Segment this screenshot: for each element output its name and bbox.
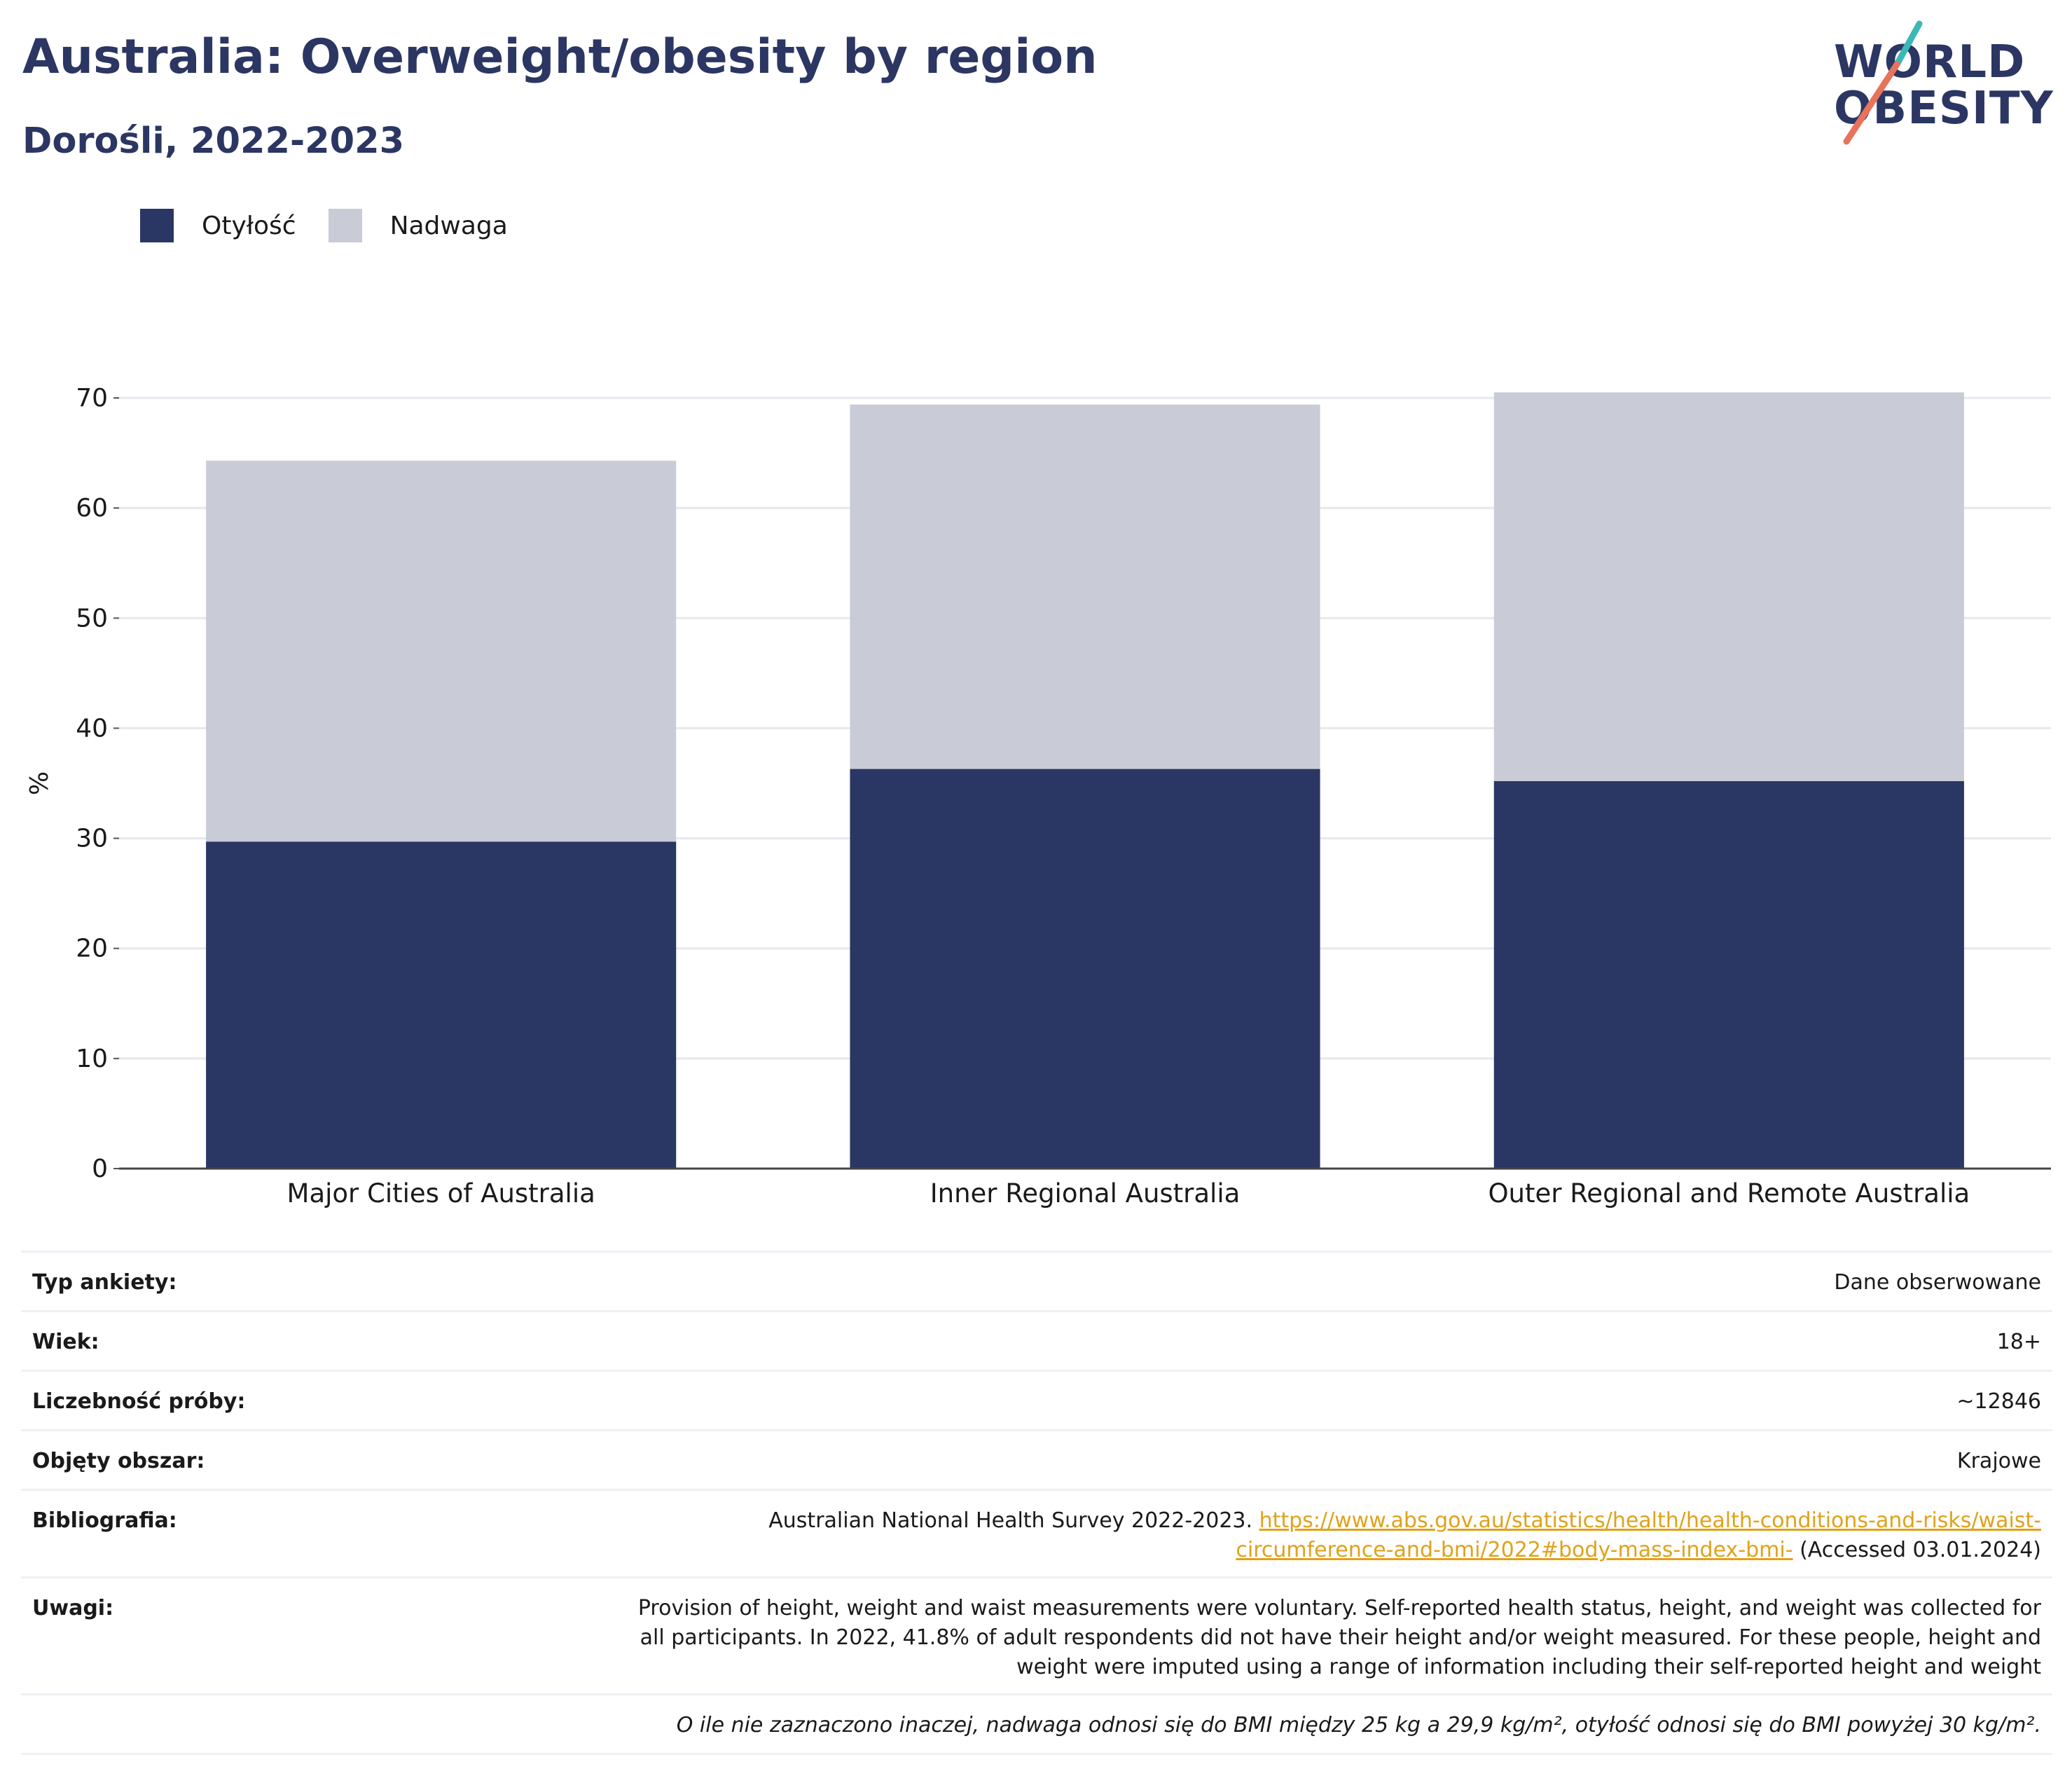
bar-obesity xyxy=(206,841,677,1169)
chart-title: Australia: Overweight/obesity by region xyxy=(22,29,1098,85)
x-category-label: Major Cities of Australia xyxy=(287,1178,595,1209)
bibliography-link-line1[interactable]: https://www.abs.gov.au/statistics/health… xyxy=(1259,1508,2041,1533)
legend-label-obesity: Otyłość xyxy=(202,211,296,240)
sample-size-value: ~12846 xyxy=(1956,1389,2041,1414)
bar-obesity xyxy=(850,769,1320,1169)
y-tick-label: 20 xyxy=(76,935,108,963)
age-value: 18+ xyxy=(1996,1330,2041,1354)
x-category-label: Inner Regional Australia xyxy=(930,1178,1241,1209)
logo-slash-icon xyxy=(1843,20,1923,145)
info-row-bibliography: Bibliografia: Australian National Health… xyxy=(21,1489,2052,1576)
chart-subtitle: Dorośli, 2022-2023 xyxy=(22,121,405,162)
y-tick-label: 70 xyxy=(76,384,108,413)
legend-swatch-overweight xyxy=(328,209,362,242)
legend: Otyłość Nadwaga xyxy=(140,207,540,244)
y-tick-label: 0 xyxy=(92,1155,108,1183)
bibliography-text: Australian National Health Survey 2022-2… xyxy=(768,1508,1253,1533)
survey-type-label: Typ ankiety: xyxy=(32,1270,177,1295)
x-category-label: Outer Regional and Remote Australia xyxy=(1488,1178,1970,1209)
survey-type-value: Dane obserwowane xyxy=(1834,1270,2041,1295)
info-row-area: Objęty obszar: Krajowe xyxy=(21,1429,2052,1489)
y-tick-label: 10 xyxy=(76,1045,108,1073)
logo-text-world: WORLD xyxy=(1834,36,2026,88)
footnote: O ile nie zaznaczono inaczej, nadwaga od… xyxy=(676,1713,2041,1737)
notes-line-1: Provision of height, weight and waist me… xyxy=(637,1596,2041,1620)
y-axis-label: % xyxy=(25,771,54,795)
notes-label: Uwagi: xyxy=(32,1596,114,1620)
bar-chart: 0 10 20 30 40 50 60 70% Major Cities of Australi… xyxy=(25,384,2051,1209)
bar-overweight xyxy=(850,404,1320,769)
info-row-age: Wiek: 18+ xyxy=(21,1310,2052,1370)
y-tick-label: 50 xyxy=(76,604,108,633)
y-tick-label: 40 xyxy=(76,714,108,743)
info-table-bottom-border xyxy=(21,1753,2052,1755)
notes-line-2: all participants. In 2022, 41.8% of adul… xyxy=(640,1625,2041,1650)
bibliography-link-line2[interactable]: circumference-and-bmi/2022#body-mass-ind… xyxy=(1236,1538,1793,1562)
age-label: Wiek: xyxy=(32,1330,99,1354)
info-row-notes: Uwagi: Provision of height, weight and w… xyxy=(21,1576,2052,1693)
bar-overweight xyxy=(206,460,677,842)
bibliography-label: Bibliografia: xyxy=(32,1508,177,1533)
legend-label-overweight: Nadwaga xyxy=(389,211,508,240)
info-row-survey-type: Typ ankiety: Dane obserwowane xyxy=(21,1251,2052,1310)
bar-obesity xyxy=(1493,780,1964,1169)
info-table: Typ ankiety: Dane obserwowane Wiek: 18+ … xyxy=(21,1251,2052,1755)
info-row-footnote: O ile nie zaznaczono inaczej, nadwaga od… xyxy=(21,1693,2052,1753)
area-value: Krajowe xyxy=(1956,1449,2041,1473)
area-label: Objęty obszar: xyxy=(32,1449,205,1473)
sample-size-label: Liczebność próby: xyxy=(32,1389,246,1414)
world-obesity-logo: WORLD OBESITY xyxy=(1821,15,2059,156)
notes-line-3: weight were imputed using a range of inf… xyxy=(1016,1655,2041,1679)
bar-overweight xyxy=(1493,392,1964,781)
info-row-sample-size: Liczebność próby: ~12846 xyxy=(21,1370,2052,1429)
notes-value: Provision of height, weight and waist me… xyxy=(638,1578,2052,1682)
bibliography-value: Australian National Health Survey 2022-2… xyxy=(768,1491,2052,1565)
legend-swatch-obesity xyxy=(140,209,174,242)
legend-item-obesity[interactable]: Otyłość xyxy=(140,209,296,242)
legend-item-overweight[interactable]: Nadwaga xyxy=(328,209,508,242)
bibliography-accessed: (Accessed 03.01.2024) xyxy=(1800,1538,2041,1562)
y-tick-label: 30 xyxy=(76,825,108,853)
y-tick-label: 60 xyxy=(76,494,108,523)
